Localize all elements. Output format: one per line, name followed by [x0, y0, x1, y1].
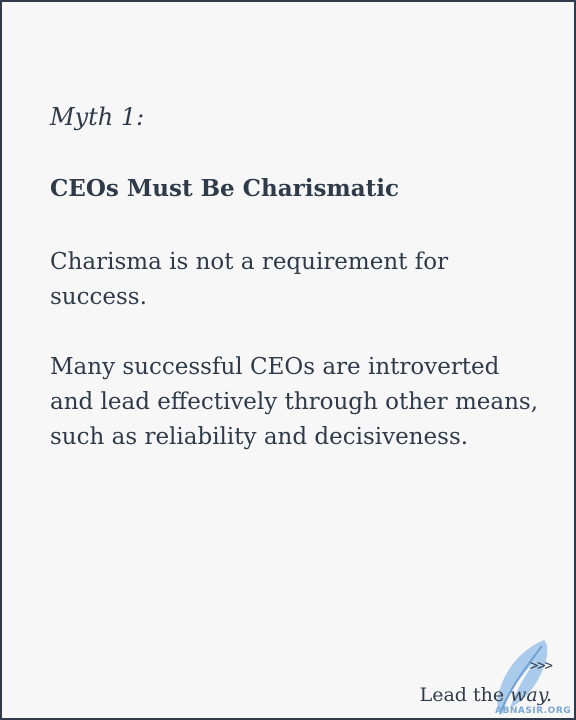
headline: CEOs Must Be Charismatic: [50, 175, 400, 202]
myth-label: Myth 1:: [50, 103, 145, 131]
paragraph-1: Charisma is not a requirement for succes…: [50, 249, 449, 310]
next-arrows: >>>: [529, 658, 553, 674]
watermark-text: ABNASIR.ORG: [495, 706, 572, 716]
tagline-emphasis: way.: [510, 684, 552, 706]
tagline-prefix: Lead the: [419, 684, 511, 706]
tagline: Lead the way.: [420, 683, 552, 707]
feather-icon: [497, 640, 548, 715]
paragraph-2: Many successful CEOs are introverted and…: [50, 354, 539, 450]
